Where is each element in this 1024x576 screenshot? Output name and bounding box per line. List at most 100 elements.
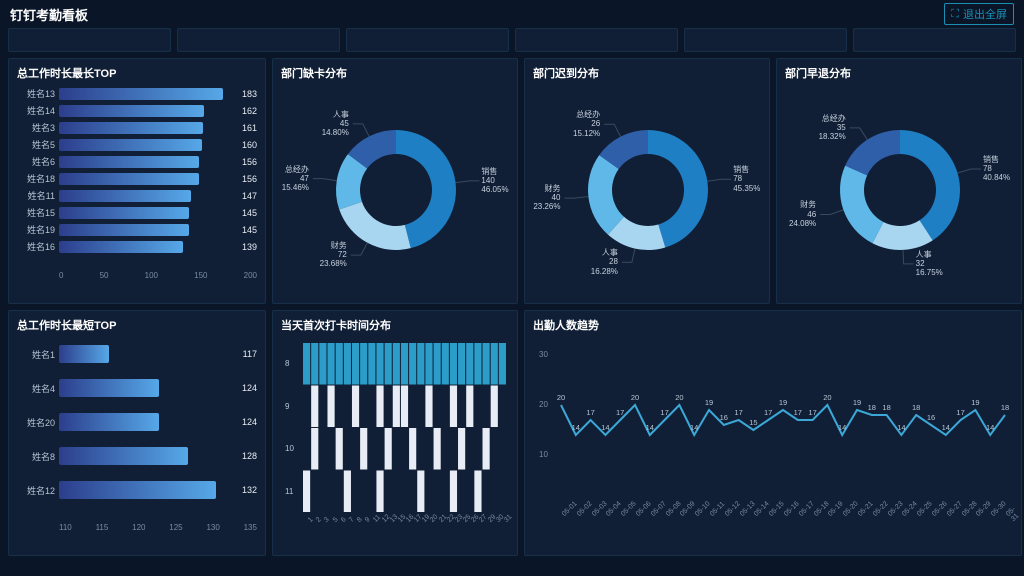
trend-point-label: 20 (557, 393, 565, 402)
bar-label: 姓名1 (17, 348, 59, 361)
donut-slice (339, 202, 410, 250)
bar-row: 姓名11 147 (17, 187, 257, 204)
exit-fullscreen-button[interactable]: ⛶ 退出全屏 (944, 3, 1014, 25)
bar-row: 姓名12132 (17, 473, 257, 507)
bar-value: 124 (242, 383, 257, 393)
bar-value: 117 (243, 349, 257, 359)
hm-ytick: 8 (285, 359, 289, 368)
donut-label: 销售7845.35% (733, 165, 760, 193)
bar-row: 姓名4124 (17, 371, 257, 405)
panel-top-long: 总工作时长最长TOP 姓名13183姓名14162姓名3161姓名5160姓名6… (8, 58, 266, 304)
bar-fill (59, 122, 203, 134)
trend-point-label: 17 (794, 408, 802, 417)
bar-value: 124 (242, 417, 257, 427)
bar-fill (59, 413, 159, 431)
trend-point-label: 14 (986, 423, 994, 432)
kpi-band (0, 28, 1024, 52)
kpi-cell (684, 28, 847, 52)
kpi-cell (177, 28, 340, 52)
bar-value: 139 (242, 242, 257, 252)
bar-fill (59, 241, 183, 253)
bar-value: 145 (242, 208, 257, 218)
bar-value: 161 (242, 123, 257, 133)
trend-point-label: 17 (660, 408, 668, 417)
bar-row: 姓名15 145 (17, 204, 257, 221)
panel-title: 总工作时长最短TOP (17, 317, 257, 333)
panel-title: 当天首次打卡时间分布 (281, 317, 509, 333)
trend-point-label: 17 (808, 408, 816, 417)
donut-late: 销售7845.35%人事2816.28%财务4023.26%总经办2615.12… (533, 85, 761, 295)
donut-slice (900, 130, 960, 240)
bar-fill (59, 379, 159, 397)
panel-donut-missing: 部门缺卡分布 销售14046.05%财务7223.68%总经办4715.46%人… (272, 58, 518, 304)
trend-point-label: 14 (838, 423, 846, 432)
trend-ytick: 30 (539, 350, 548, 359)
bar-label: 姓名15 (17, 206, 59, 219)
bar-fill (59, 139, 202, 151)
trend-point-label: 16 (720, 413, 728, 422)
trend-point-label: 15 (749, 418, 757, 427)
panel-title: 总工作时长最长TOP (17, 65, 257, 81)
bar-label: 姓名3 (17, 121, 59, 134)
trend-point-label: 18 (882, 403, 890, 412)
trend-point-label: 14 (572, 423, 580, 432)
trend-point-label: 20 (823, 393, 831, 402)
trend-point-label: 14 (942, 423, 950, 432)
bar-fill (59, 345, 109, 363)
donut-svg (281, 85, 511, 295)
trend-chart: 1020302014171417201417201419161715171917… (533, 337, 1013, 547)
bar-value: 156 (242, 174, 257, 184)
kpi-cell (8, 28, 171, 52)
bar-fill (59, 88, 223, 100)
bar-row: 姓名1 117 (17, 337, 257, 371)
panel-top-short: 总工作时长最短TOP 姓名1117姓名4124姓名20124姓名8128姓名12… (8, 310, 266, 556)
trend-point-label: 14 (601, 423, 609, 432)
panel-donut-early: 部门早退分布 销售7840.84%人事3216.75%财务4624.08%总经办… (776, 58, 1022, 304)
exit-label: 退出全屏 (963, 6, 1007, 22)
donut-label: 销售14046.05% (481, 167, 508, 195)
bar-fill (59, 207, 189, 219)
donut-slice (840, 166, 883, 244)
donut-label: 人事2816.28% (591, 248, 618, 276)
bar-row: 姓名16139 (17, 238, 257, 255)
punch-heatmap: 8910111235678911121315161719202122232526… (281, 337, 509, 547)
bar-value: 147 (242, 191, 257, 201)
donut-label: 总经办2615.12% (573, 110, 600, 138)
trend-point-label: 17 (764, 408, 772, 417)
trend-point-label: 18 (1001, 403, 1009, 412)
donut-early: 销售7840.84%人事3216.75%财务4624.08%总经办3518.32… (785, 85, 1013, 295)
bar-row: 姓名3 161 (17, 119, 257, 136)
panel-trend: 出勤人数趋势 102030201417141720141720141916171… (524, 310, 1022, 556)
trend-point-label: 19 (705, 398, 713, 407)
barchart-short: 姓名1117姓名4124姓名20124姓名8128姓名1213211011512… (17, 337, 257, 537)
donut-label: 财务7223.68% (320, 241, 347, 269)
trend-point-label: 19 (853, 398, 861, 407)
bar-row: 姓名19145 (17, 221, 257, 238)
kpi-cell (853, 28, 1016, 52)
donut-label: 人事3216.75% (916, 250, 943, 278)
donut-label: 人事4514.80% (322, 110, 349, 138)
bar-row: 姓名13183 (17, 85, 257, 102)
bar-fill (59, 156, 199, 168)
donut-label: 财务4624.08% (789, 200, 816, 228)
bar-value: 128 (242, 451, 257, 461)
bar-fill (59, 224, 189, 236)
bar-fill (59, 190, 191, 202)
bar-label: 姓名11 (17, 189, 59, 202)
bar-row: 姓名14162 (17, 102, 257, 119)
hm-ytick: 11 (285, 487, 293, 496)
trend-point-label: 20 (631, 393, 639, 402)
donut-label: 销售7840.84% (983, 155, 1010, 183)
bar-fill (59, 173, 199, 185)
panel-title: 出勤人数趋势 (533, 317, 1013, 333)
panel-title: 部门迟到分布 (533, 65, 761, 81)
trend-point-label: 14 (646, 423, 654, 432)
trend-point-label: 18 (912, 403, 920, 412)
bar-axis: 050100150200 (59, 271, 257, 285)
trend-point-label: 19 (779, 398, 787, 407)
bar-label: 姓名8 (17, 450, 59, 463)
bar-value: 162 (242, 106, 257, 116)
panel-donut-late: 部门迟到分布 销售7845.35%人事2816.28%财务4023.26%总经办… (524, 58, 770, 304)
trend-point-label: 18 (868, 403, 876, 412)
trend-point-label: 17 (586, 408, 594, 417)
